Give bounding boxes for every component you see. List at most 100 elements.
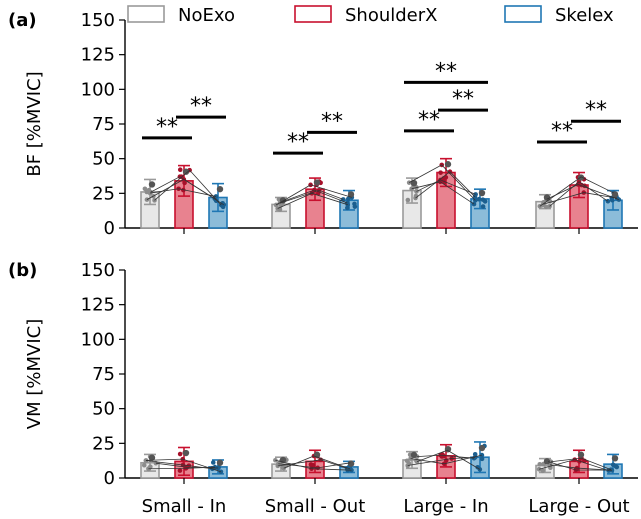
- subject-line: [538, 459, 609, 472]
- subject-dot-noexo: [410, 179, 418, 187]
- subject-dot-noexo: [148, 181, 156, 188]
- y-tick-label: 25: [92, 433, 115, 454]
- subject-line: [417, 454, 475, 459]
- subject-dot-shoulderx: [313, 179, 321, 186]
- subject-dot-skelex: [479, 456, 485, 462]
- subject-dot-noexo: [144, 189, 150, 195]
- y-tick-label: 25: [92, 183, 115, 204]
- subject-dot-noexo: [410, 451, 418, 459]
- significance-label: **: [435, 59, 457, 84]
- subject-line: [411, 181, 475, 205]
- subject-dot-skelex: [347, 460, 355, 467]
- y-tick-label: 75: [92, 114, 115, 135]
- y-tick-label: 100: [81, 79, 115, 100]
- subject-dot-shoulderx: [182, 168, 190, 175]
- subject-dot-shoulderx: [182, 180, 187, 186]
- subject-dot-shoulderx: [177, 468, 183, 473]
- subject-dot-noexo: [543, 458, 551, 465]
- subject-dot-skelex: [216, 459, 224, 466]
- subject-dot-shoulderx: [444, 161, 452, 168]
- subject-dot-skelex: [482, 199, 488, 204]
- subject-line: [282, 189, 348, 204]
- subject-dot-skelex: [216, 185, 224, 193]
- subject-dot-shoulderx: [177, 451, 183, 457]
- y-tick-label: 0: [104, 218, 115, 239]
- subject-line: [145, 460, 213, 470]
- x-tick-label: Small - Out: [265, 496, 366, 517]
- y-tick-label: 150: [81, 10, 115, 31]
- subject-dot-skelex: [345, 205, 350, 211]
- x-tick-label: Small - In: [142, 496, 227, 517]
- legend-swatch-shoulderx: [294, 5, 332, 23]
- subject-dot-skelex: [613, 464, 619, 469]
- subject-dot-skelex: [472, 451, 478, 457]
- subject-dot-noexo: [406, 461, 412, 466]
- subject-line: [549, 181, 609, 207]
- subject-dot-noexo: [405, 197, 411, 203]
- subject-line: [277, 459, 348, 469]
- y-tick-label: 0: [104, 468, 115, 489]
- subject-dot-shoulderx: [308, 462, 314, 467]
- subject-line: [277, 192, 348, 209]
- subject-dot-noexo: [543, 194, 551, 201]
- subject-dot-shoulderx: [577, 451, 585, 458]
- y-axis-title: VM [%MVIC]: [24, 319, 45, 429]
- x-tick-label: Large - In: [403, 496, 488, 517]
- subject-dot-skelex: [349, 467, 354, 473]
- subject-dot-skelex: [476, 196, 482, 202]
- significance-label: **: [585, 98, 607, 123]
- subject-dot-skelex: [220, 204, 226, 210]
- subject-line: [154, 169, 222, 206]
- y-tick-label: 125: [81, 45, 115, 66]
- legend-label-noexo: NoExo: [178, 5, 235, 26]
- subject-dot-skelex: [352, 204, 358, 209]
- subject-line: [415, 171, 476, 199]
- subject-dot-noexo: [148, 454, 156, 461]
- subject-line: [550, 457, 612, 470]
- x-tick-label: Large - Out: [528, 496, 629, 517]
- y-tick-label: 75: [92, 364, 115, 385]
- significance-label: **: [287, 130, 309, 155]
- y-tick-label: 100: [81, 329, 115, 350]
- significance-label: **: [551, 119, 573, 144]
- subject-dot-skelex: [345, 196, 351, 202]
- significance-label: **: [321, 109, 343, 134]
- subject-line: [146, 458, 222, 473]
- y-tick-label: 150: [81, 260, 115, 281]
- subject-dot-noexo: [537, 461, 543, 467]
- legend-swatch-skelex: [504, 5, 542, 23]
- legend-label-shoulderx: ShoulderX: [345, 5, 438, 26]
- subject-line: [275, 459, 352, 471]
- subject-line: [279, 189, 344, 204]
- subject-dot-shoulderx: [177, 167, 183, 173]
- subject-line: [416, 179, 476, 195]
- subject-line: [150, 188, 217, 197]
- significance-label: **: [156, 115, 178, 140]
- subject-dot-noexo: [543, 204, 549, 210]
- subject-dot-skelex: [347, 191, 355, 198]
- legend-swatch-noexo: [127, 5, 165, 23]
- subject-dot-shoulderx: [182, 449, 190, 457]
- subject-dot-skelex: [480, 204, 486, 209]
- subject-dot-skelex: [478, 444, 486, 452]
- subject-line: [408, 164, 476, 201]
- legend-label-skelex: Skelex: [555, 5, 614, 26]
- subject-line: [275, 184, 352, 206]
- y-tick-label: 125: [81, 295, 115, 316]
- subject-line: [278, 462, 351, 469]
- subject-dot-skelex: [610, 197, 615, 203]
- subject-dot-shoulderx: [444, 445, 452, 453]
- panel-label: (a): [8, 10, 37, 31]
- subject-dot-skelex: [218, 469, 224, 475]
- subject-dot-skelex: [210, 460, 216, 465]
- subject-line: [539, 176, 614, 207]
- subject-dot-noexo: [141, 462, 147, 468]
- subject-dot-skelex: [611, 455, 619, 462]
- subject-dot-noexo: [540, 468, 546, 474]
- panel-label: (b): [8, 260, 37, 281]
- subject-line: [549, 464, 612, 471]
- subject-line: [146, 178, 216, 200]
- subject-dot-skelex: [479, 452, 485, 458]
- subject-dot-shoulderx: [438, 170, 443, 175]
- significance-label: **: [190, 94, 212, 119]
